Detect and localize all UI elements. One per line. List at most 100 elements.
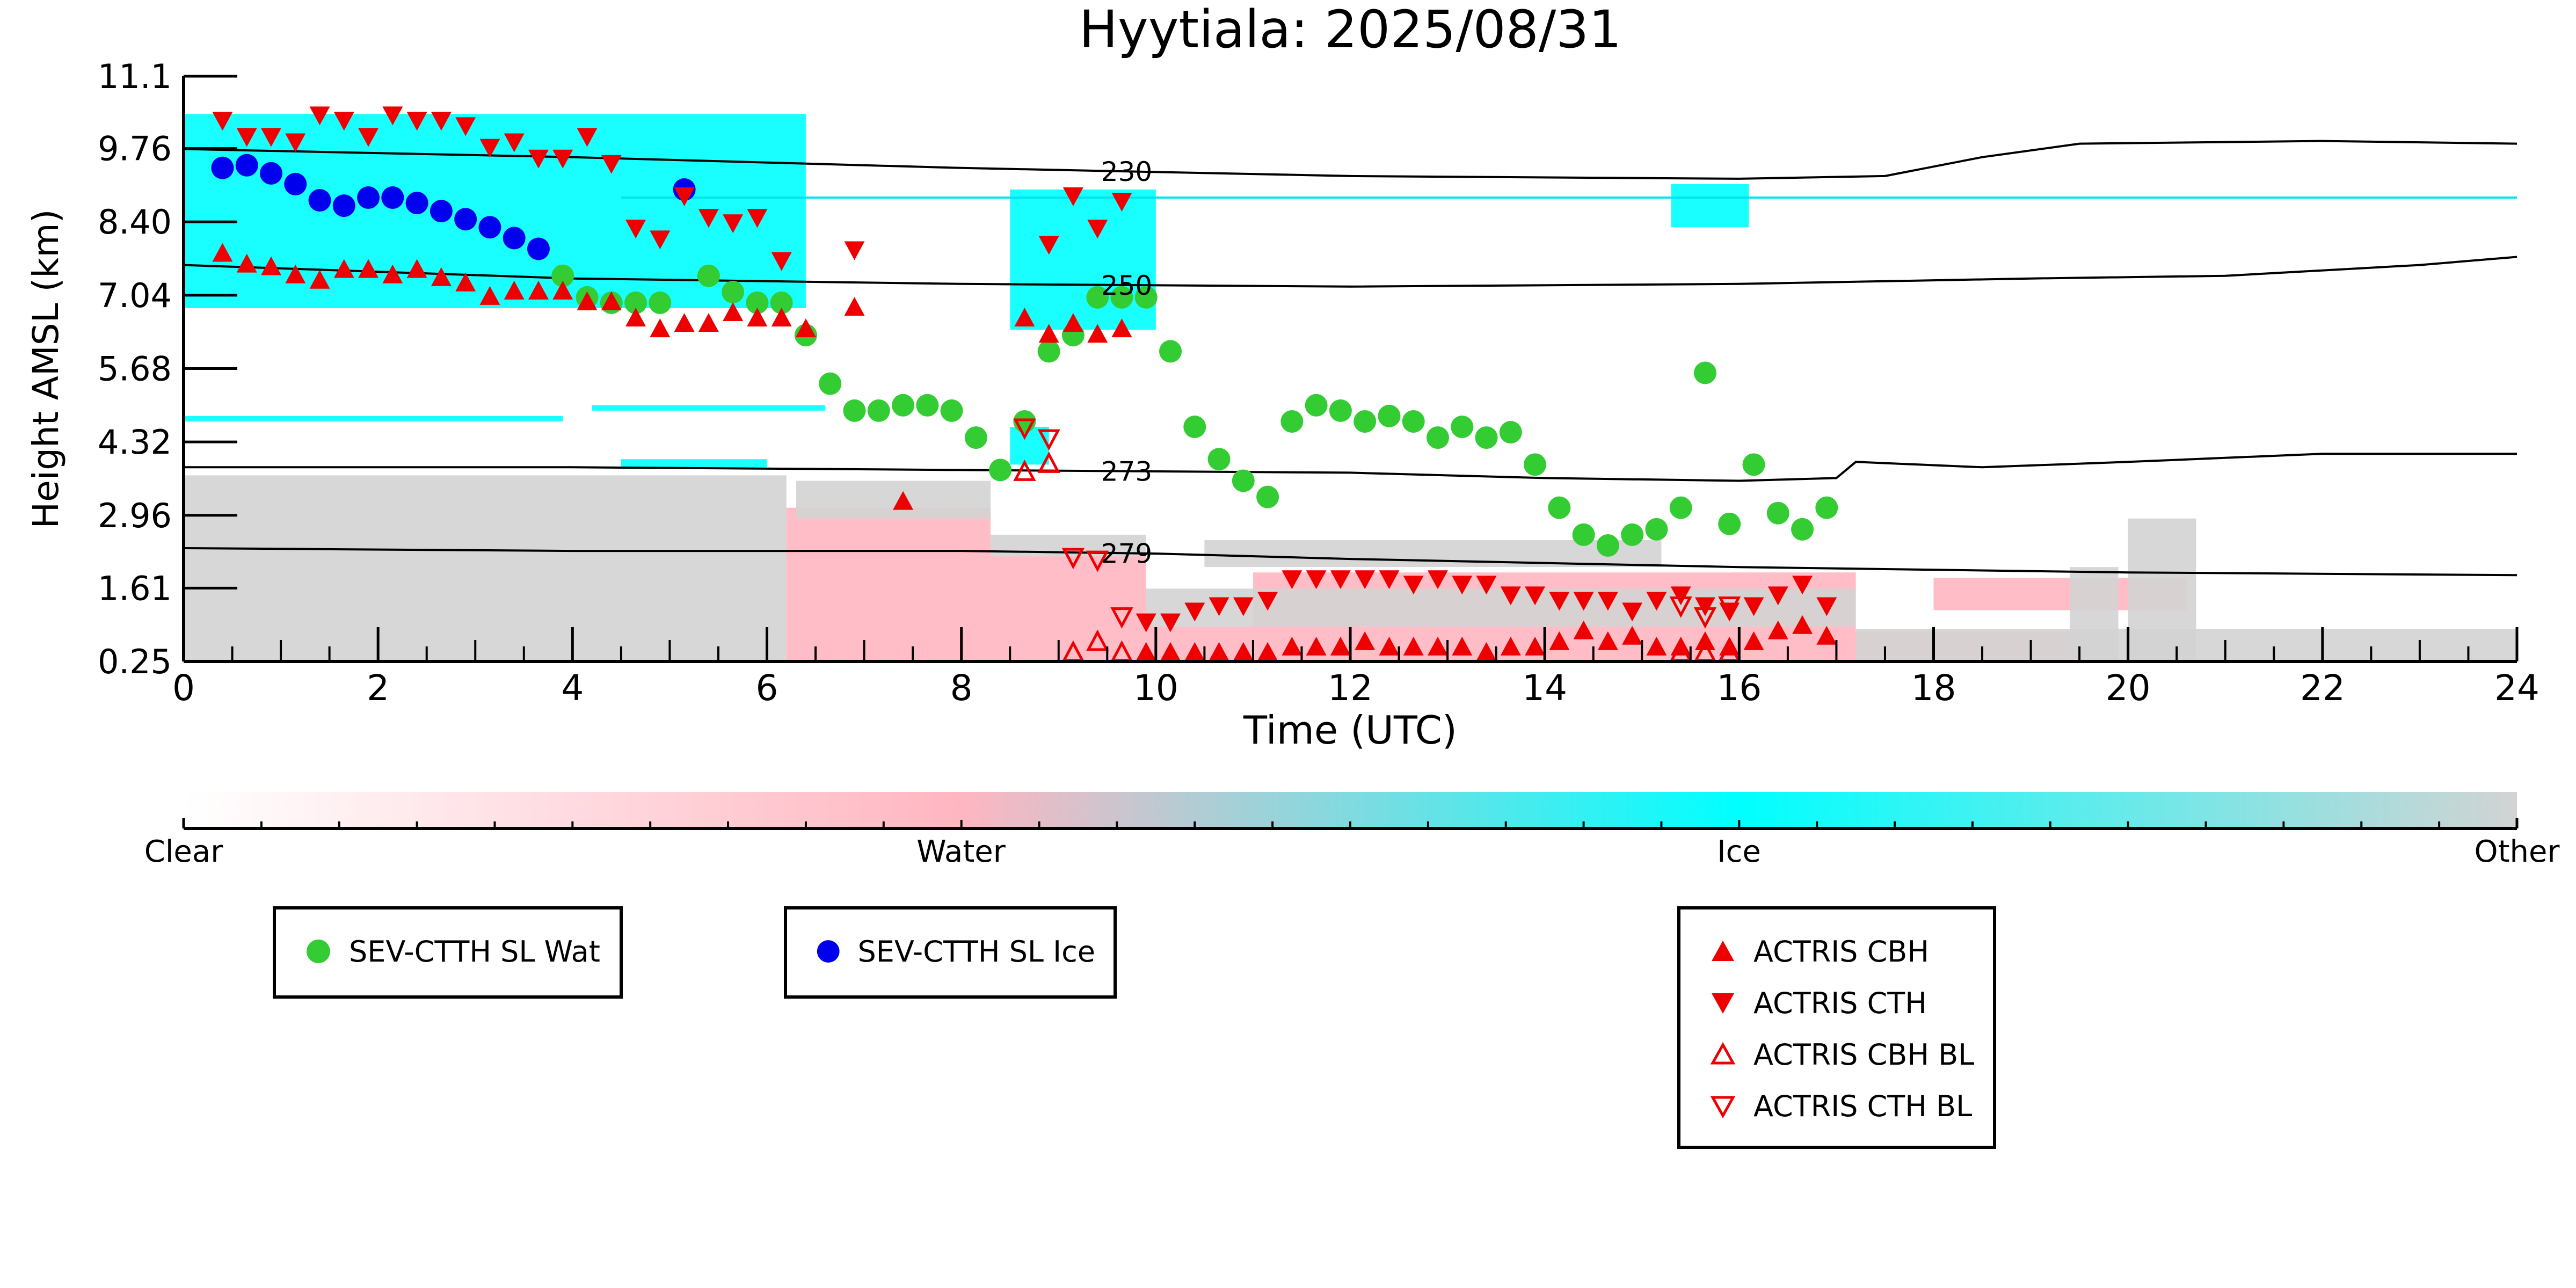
y-tick-label: 2.96 — [98, 496, 172, 535]
data-point — [1086, 629, 1109, 651]
data-point — [479, 139, 500, 158]
data-point — [1086, 286, 1109, 309]
data-point — [308, 189, 331, 212]
data-point — [843, 399, 866, 422]
y-tick-label: 0.25 — [98, 642, 172, 681]
class-region — [2128, 518, 2196, 661]
data-point — [1572, 523, 1595, 546]
data-point — [285, 133, 306, 152]
data-point — [1378, 404, 1401, 427]
data-point — [1306, 636, 1327, 656]
data-point — [601, 155, 622, 174]
filled-triangle-up-icon — [1712, 941, 1734, 961]
data-point — [697, 264, 720, 287]
data-point — [1622, 625, 1643, 645]
data-point — [478, 216, 501, 239]
data-point — [503, 227, 526, 250]
isotherm-line — [184, 256, 2517, 288]
data-point — [430, 200, 453, 223]
data-point — [1111, 318, 1132, 338]
class-region — [184, 475, 787, 661]
data-point — [989, 459, 1012, 482]
data-point — [1184, 642, 1205, 661]
data-point — [1597, 631, 1618, 650]
data-markers — [211, 106, 1838, 662]
open-triangle-up-icon — [1710, 1042, 1736, 1065]
data-point — [455, 117, 476, 136]
data-point — [1646, 592, 1667, 611]
data-point — [1646, 636, 1667, 656]
legend-actris: ACTRIS CBH ACTRIS CTH ACTRIS CBH BL ACTR… — [1677, 906, 1996, 1149]
data-point — [431, 112, 452, 131]
data-point — [1111, 193, 1132, 212]
data-point — [333, 259, 354, 278]
data-point — [771, 252, 792, 271]
y-tick-label: 5.68 — [98, 349, 172, 388]
data-point — [1379, 636, 1400, 656]
data-point — [1767, 586, 1788, 606]
legend-water: SEV-CTTH SL Wat — [273, 906, 623, 999]
data-point — [1013, 460, 1036, 481]
data-point — [527, 237, 550, 260]
data-point — [1791, 518, 1814, 541]
data-point — [625, 220, 646, 239]
data-point — [284, 172, 307, 195]
x-tick-label: 14 — [1522, 667, 1567, 709]
data-point — [1183, 415, 1206, 438]
class-region — [1010, 426, 1049, 465]
data-point — [212, 112, 233, 131]
data-point — [1061, 548, 1085, 570]
x-axis-label: Time (UTC) — [1243, 708, 1457, 753]
data-point — [1524, 453, 1547, 476]
data-point — [260, 256, 281, 275]
data-point — [1063, 187, 1083, 207]
data-point — [1160, 642, 1181, 661]
data-point — [746, 291, 769, 314]
data-point — [1452, 576, 1473, 595]
data-point — [1136, 613, 1156, 632]
green-circle-icon — [307, 940, 330, 963]
data-point — [552, 149, 573, 169]
class-region — [592, 405, 826, 411]
data-point — [1184, 602, 1205, 622]
data-point — [940, 399, 963, 422]
data-point — [770, 291, 793, 314]
data-point — [551, 264, 574, 287]
isotherm-line — [184, 547, 2517, 577]
data-point — [382, 106, 403, 126]
y-tick-label: 7.04 — [98, 276, 172, 315]
data-point — [212, 243, 233, 262]
data-point — [1403, 636, 1424, 656]
chart-title: Hyytiala: 2025/08/31 — [1079, 0, 1622, 60]
data-point — [236, 253, 257, 273]
colorbar-label-other: Other — [2474, 834, 2560, 869]
x-tick-label: 18 — [1911, 667, 1956, 709]
data-point — [624, 291, 647, 314]
data-point — [1233, 597, 1254, 616]
legend-item-sev-water: SEV-CTTH SL Wat — [294, 926, 601, 977]
y-tick-label: 4.32 — [98, 423, 172, 462]
data-point — [1476, 576, 1497, 595]
data-point — [381, 186, 404, 209]
data-point — [333, 112, 354, 131]
data-point — [1500, 586, 1521, 606]
data-point — [1427, 636, 1448, 656]
data-point — [358, 128, 379, 147]
legend-item-actris-cth: ACTRIS CTH — [1699, 977, 1975, 1029]
data-point — [1403, 576, 1424, 595]
data-point — [1257, 642, 1278, 661]
blue-circle-icon — [817, 940, 840, 963]
data-point — [1402, 410, 1425, 433]
data-point — [674, 187, 695, 207]
data-point — [1549, 631, 1570, 650]
data-point — [723, 302, 744, 322]
data-point — [1134, 286, 1158, 309]
data-point — [771, 308, 792, 327]
data-point — [1329, 399, 1352, 422]
data-point — [844, 296, 865, 316]
y-tick-label: 8.40 — [98, 202, 172, 242]
data-point — [1013, 418, 1036, 440]
data-point — [649, 291, 672, 314]
data-point — [650, 318, 671, 338]
